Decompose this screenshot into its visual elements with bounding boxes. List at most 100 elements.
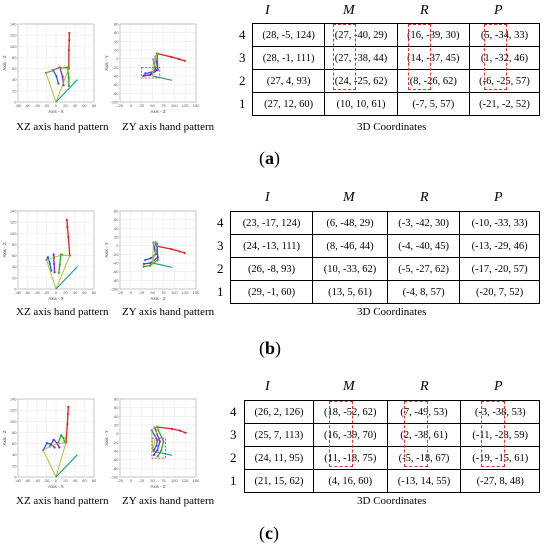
ring-joint-point (156, 449, 159, 452)
y-tick-label: -60 (113, 82, 120, 87)
cell-p-1: (-27, 8, 48) (460, 469, 540, 493)
header-i: I (265, 3, 270, 18)
x-tick-label: 25 (139, 103, 144, 108)
y-tick-label: -40 (113, 74, 120, 79)
xz-plot: 140 120 100 80 60 40 20 0 -80 -60 -40 -20 0 20 40 60 80 A… (2, 207, 98, 303)
table-row: (23, -17, 124) (6, -48, 29) (-3, -42, 30… (229, 211, 540, 235)
y-tick-label: 140 (10, 397, 17, 402)
cell-i-2: (24, 11, 95) (244, 446, 314, 470)
y-tick-label: 40 (12, 452, 17, 457)
row-label-3: 3 (230, 427, 237, 442)
table-row: (24, -13, 111) (8, -46, 44) (-4, -40, 45… (229, 234, 540, 258)
x-tick-label: 150 (193, 478, 200, 483)
y-tick-label: 120 (10, 220, 17, 225)
cell-r-1: (-13, 14, 55) (386, 469, 462, 493)
y-tick-label: 40 (114, 39, 119, 44)
cell-r-1: (-7, 5, 57) (396, 92, 470, 116)
pinky-joint-point (57, 82, 60, 85)
x-tick-label: -60 (25, 478, 32, 483)
x-tick-label: -20 (44, 290, 51, 295)
cell-p-2: (-17, -20, 57) (459, 257, 540, 281)
x-tick-label: 80 (92, 290, 97, 295)
pinky-joint-point (50, 269, 53, 272)
index-joint-point (177, 250, 181, 253)
x-tick-label: -80 (15, 103, 22, 108)
ring-joint-point (58, 446, 61, 449)
y-tick-label: -100 (110, 475, 119, 480)
cell-r-1: (-4, 8, 57) (386, 280, 461, 304)
middle-finger-line (60, 66, 70, 86)
table-row: (27, 12, 60) (10, 10, 61) (-7, 5, 57) (-… (251, 92, 541, 116)
coordinates-table: (23, -17, 124) (6, -48, 29) (-3, -42, 30… (229, 211, 540, 304)
row-label-1: 1 (239, 96, 246, 111)
cell-i-3: (24, -13, 111) (229, 234, 314, 258)
palm-outline (45, 67, 70, 104)
y-tick-label: 40 (12, 264, 17, 269)
middle-finger-line (156, 426, 165, 457)
row-label-4: 4 (230, 404, 237, 419)
cell-p-3: (-13, -29, 46) (459, 234, 540, 258)
y-tick-label: 20 (12, 88, 17, 93)
ring-joint-point (156, 68, 159, 72)
x-tick-label: 100 (171, 290, 178, 295)
middle-joint-point (58, 263, 61, 266)
index-joint-point (170, 55, 173, 59)
ring-joint-point (52, 438, 55, 441)
thumb-line (55, 454, 78, 478)
cell-p-4: (5, -34, 33) (468, 23, 541, 47)
index-joint-point (68, 39, 71, 42)
x-tick-label: 40 (73, 478, 78, 483)
cell-r-4: (-3, -42, 30) (386, 211, 461, 235)
index-finger-line (156, 52, 185, 62)
thumb-line (152, 450, 173, 456)
zy-plot: 80 60 40 20 0 -20 -40 -60 -80 -100 -25 0 25 50 75 100 12… (104, 20, 200, 116)
middle-joint-point (67, 84, 70, 87)
x-tick-label: 0 (55, 103, 58, 108)
x-tick-label: 150 (193, 290, 200, 295)
x-axis-label: Axis - Z (150, 484, 166, 489)
y-tick-label: 80 (12, 242, 17, 247)
row-label-3: 3 (217, 238, 224, 253)
zy-plot-svg: 80 60 40 20 0 -20 -40 -60 -80 -100-25 0 25 50 75 100 12… (104, 397, 200, 490)
index-joint-point (66, 226, 69, 229)
y-tick-label: -60 (113, 269, 120, 274)
y-axis-label: Axis - Z (2, 55, 7, 71)
index-joint-point (178, 429, 182, 432)
x-tick-label: 125 (182, 290, 189, 295)
pinky-joint-point (144, 72, 147, 75)
ring-joint-point (53, 262, 56, 266)
table-row: (29, -1, 60) (13, 5, 61) (-4, 8, 57) (-2… (229, 280, 540, 304)
thumb-line (152, 75, 173, 81)
x-tick-label: 20 (63, 103, 68, 108)
x-tick-label: 0 (130, 290, 133, 295)
x-tick-label: 40 (73, 290, 78, 295)
y-tick-label: 120 (10, 408, 17, 413)
x-tick-label: -25 (117, 478, 124, 483)
ring-joint-point (149, 73, 152, 76)
cell-i-1: (29, -1, 60) (229, 280, 314, 304)
y-tick-label: 40 (114, 414, 119, 419)
x-tick-label: -60 (25, 103, 32, 108)
table-row: (24, 11, 95) (11, -18, 75) (-5, -18, 67)… (244, 446, 540, 470)
pinky-joint-point (45, 441, 49, 445)
cell-p-2: (-6, -25, 57) (468, 69, 541, 93)
y-tick-label: 100 (10, 44, 17, 49)
pinky-joint-point (154, 68, 157, 71)
cell-p-4: (-10, -33, 33) (459, 211, 540, 235)
x-tick-label: 0 (55, 478, 58, 483)
y-tick-label: -40 (113, 261, 120, 266)
middle-joint-point (67, 76, 70, 79)
panel-c: 140 120 100 80 60 40 20 0 -80 -60 -40 -20 0 20 40 60 80 A… (0, 373, 547, 550)
cell-r-3: (2, -38, 61) (386, 423, 462, 447)
pinky-joint-point (149, 71, 152, 74)
y-tick-label: 60 (114, 217, 119, 222)
palm-outline (45, 254, 71, 291)
cell-p-3: (1, -32, 46) (468, 46, 541, 70)
ring-joint-point (142, 74, 145, 77)
ring-joint-point (53, 271, 56, 274)
cell-i-1: (21, 15, 62) (244, 469, 314, 493)
ring-joint-point (149, 261, 152, 265)
table-row: (26, -8, 93) (10, -33, 62) (-5, -27, 62)… (229, 257, 540, 281)
